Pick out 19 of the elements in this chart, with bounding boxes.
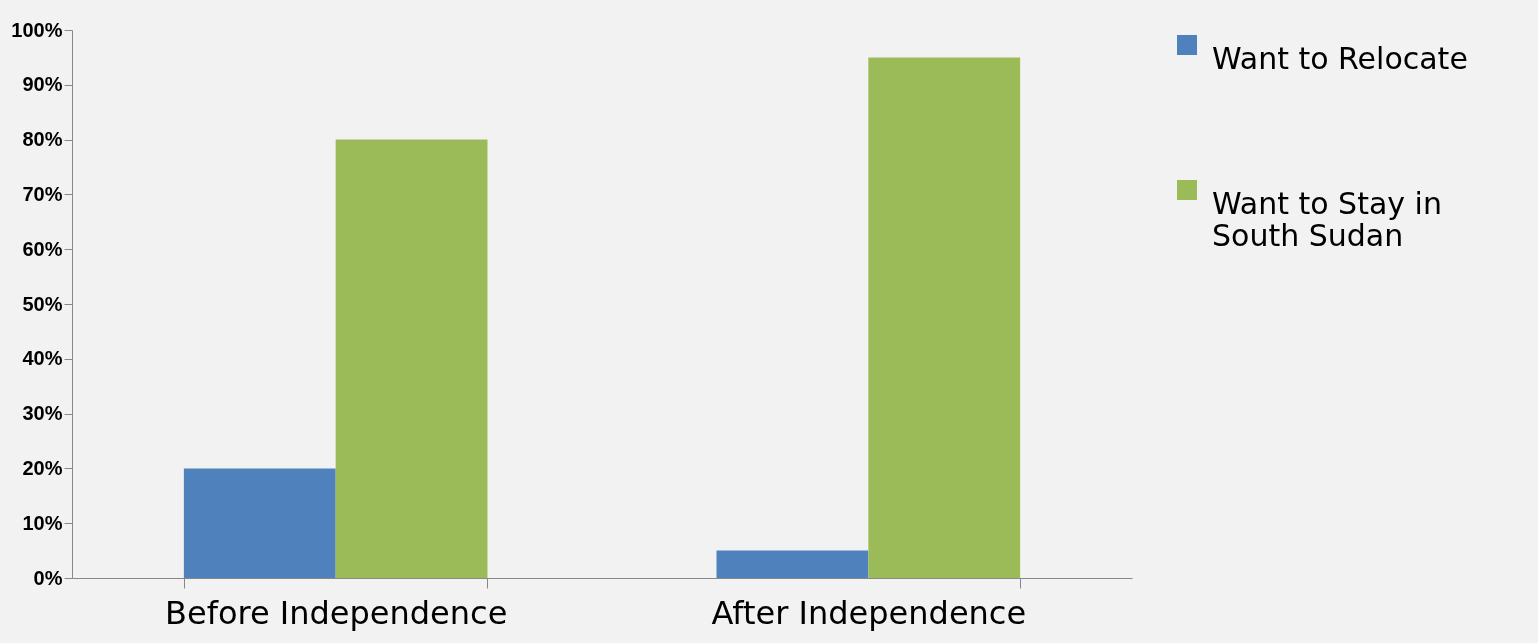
x-tick-label: Before Independence — [164, 593, 508, 632]
y-tick-label: 100% — [11, 18, 63, 41]
y-tick-label: 90% — [22, 73, 63, 96]
y-tick-label: 50% — [22, 292, 63, 315]
bar — [716, 550, 869, 578]
y-tick-label: 30% — [22, 402, 63, 425]
y-tick-label: 60% — [22, 237, 63, 260]
legend-label: Want to Stay in South Sudan — [1212, 186, 1442, 253]
bar — [868, 57, 1021, 578]
y-tick-label: 70% — [22, 182, 63, 205]
bar — [183, 468, 336, 578]
y-tick-label: 0% — [33, 566, 63, 589]
y-tick-label: 80% — [22, 128, 63, 151]
x-tick-label: After Independence — [711, 593, 1027, 632]
bar — [335, 139, 488, 578]
y-tick-label: 20% — [22, 456, 63, 479]
legend-label: Want to Relocate — [1212, 41, 1468, 76]
y-tick-label: 40% — [22, 347, 63, 370]
y-tick-label: 10% — [22, 511, 63, 534]
